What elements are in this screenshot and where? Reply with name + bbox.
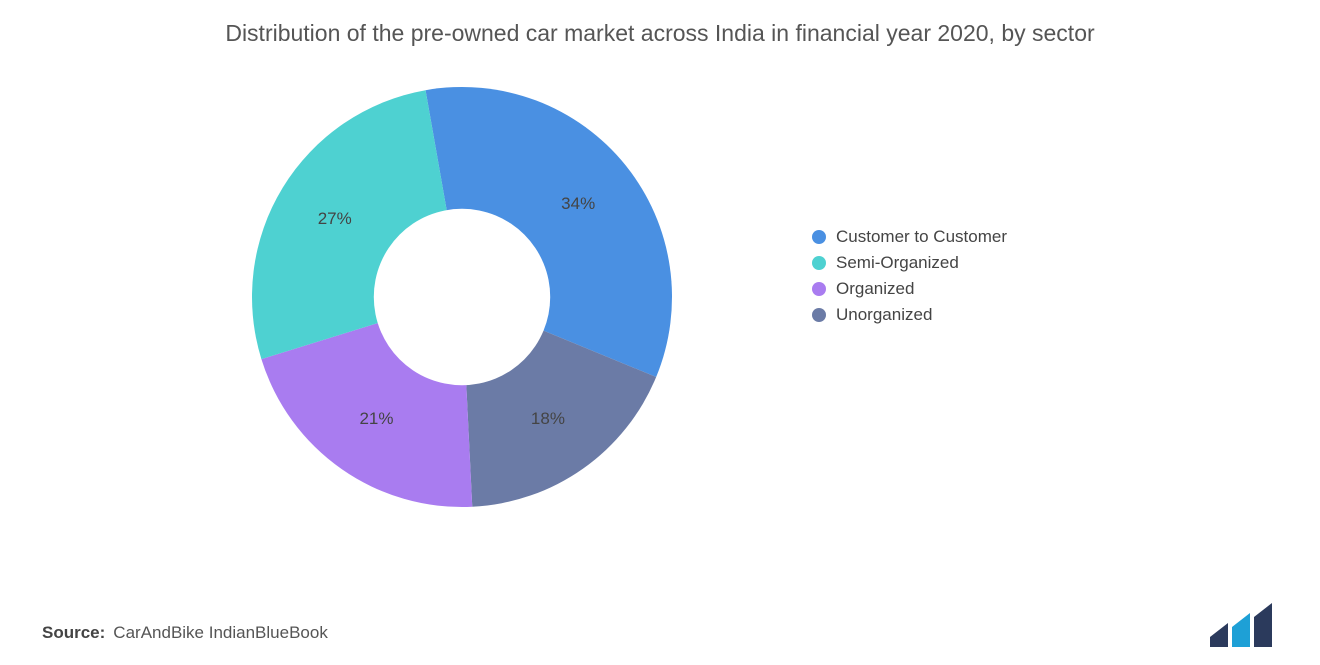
source-text: CarAndBike IndianBlueBook (113, 623, 328, 643)
donut-svg (232, 67, 692, 527)
legend-item: Customer to Customer (812, 227, 1007, 247)
legend-swatch (812, 282, 826, 296)
source-label: Source: (42, 623, 105, 643)
legend-label: Unorganized (836, 305, 932, 325)
source-footer: Source: CarAndBike IndianBlueBook (42, 623, 328, 643)
legend-swatch (812, 308, 826, 322)
slice-label: 34% (561, 194, 595, 214)
slice-label: 27% (318, 209, 352, 229)
donut-chart: 34% 18% 21% 27% (232, 67, 692, 527)
slice-label: 21% (359, 409, 393, 429)
legend-label: Customer to Customer (836, 227, 1007, 247)
legend-swatch (812, 230, 826, 244)
legend-label: Semi-Organized (836, 253, 959, 273)
chart-area: 34% 18% 21% 27% Customer to Customer Semi-Or… (42, 57, 1278, 537)
legend-item: Unorganized (812, 305, 1007, 325)
chart-frame: Distribution of the pre-owned car market… (0, 0, 1320, 665)
legend: Customer to Customer Semi-Organized Organi… (812, 227, 1007, 325)
legend-swatch (812, 256, 826, 270)
slice-label: 18% (531, 409, 565, 429)
chart-title: Distribution of the pre-owned car market… (130, 18, 1190, 49)
brand-logo (1208, 603, 1278, 647)
legend-item: Organized (812, 279, 1007, 299)
legend-label: Organized (836, 279, 914, 299)
legend-item: Semi-Organized (812, 253, 1007, 273)
